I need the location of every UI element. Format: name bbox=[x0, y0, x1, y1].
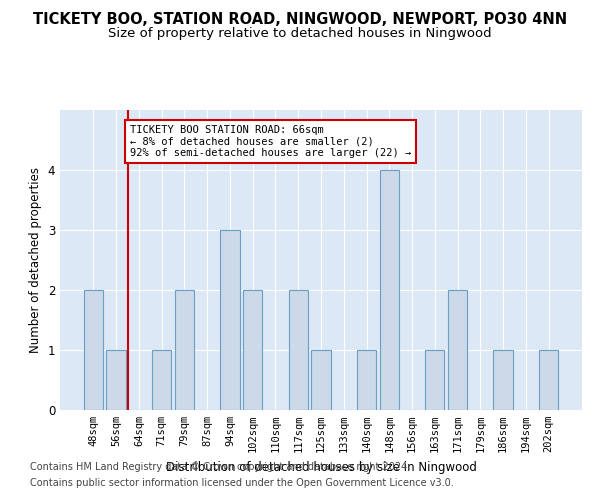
X-axis label: Distribution of detached houses by size in Ningwood: Distribution of detached houses by size … bbox=[166, 460, 476, 473]
Bar bbox=[289, 290, 308, 410]
Bar bbox=[175, 290, 194, 410]
Bar bbox=[220, 230, 239, 410]
Bar bbox=[380, 170, 399, 410]
Bar bbox=[84, 290, 103, 410]
Text: Size of property relative to detached houses in Ningwood: Size of property relative to detached ho… bbox=[108, 28, 492, 40]
Text: Contains HM Land Registry data © Crown copyright and database right 2024.: Contains HM Land Registry data © Crown c… bbox=[30, 462, 410, 472]
Y-axis label: Number of detached properties: Number of detached properties bbox=[29, 167, 42, 353]
Text: Contains public sector information licensed under the Open Government Licence v3: Contains public sector information licen… bbox=[30, 478, 454, 488]
Bar bbox=[493, 350, 513, 410]
Bar bbox=[243, 290, 262, 410]
Bar bbox=[357, 350, 376, 410]
Bar bbox=[539, 350, 558, 410]
Text: TICKETY BOO STATION ROAD: 66sqm
← 8% of detached houses are smaller (2)
92% of s: TICKETY BOO STATION ROAD: 66sqm ← 8% of … bbox=[130, 125, 411, 158]
Bar bbox=[152, 350, 172, 410]
Bar bbox=[448, 290, 467, 410]
Bar bbox=[425, 350, 445, 410]
Text: TICKETY BOO, STATION ROAD, NINGWOOD, NEWPORT, PO30 4NN: TICKETY BOO, STATION ROAD, NINGWOOD, NEW… bbox=[33, 12, 567, 28]
Bar bbox=[311, 350, 331, 410]
Bar bbox=[106, 350, 126, 410]
